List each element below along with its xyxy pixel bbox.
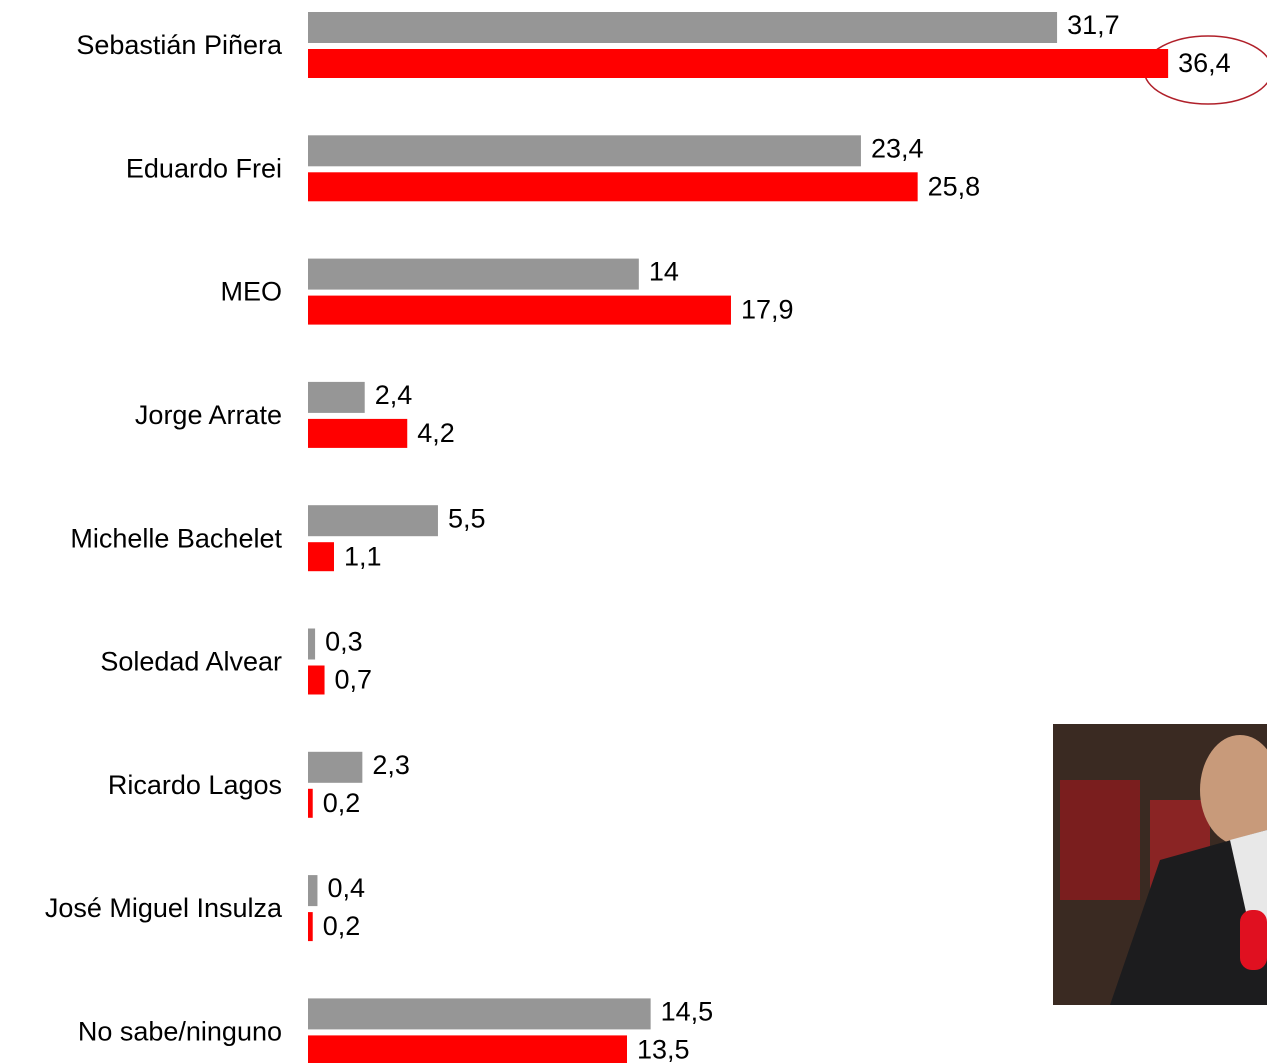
value-label: 0,3 bbox=[325, 627, 363, 657]
category-label: MEO bbox=[220, 277, 282, 307]
bar bbox=[308, 875, 318, 907]
bar bbox=[308, 135, 861, 167]
category-label: José Miguel Insulza bbox=[45, 893, 283, 923]
category-label: Sebastián Piñera bbox=[76, 30, 283, 60]
category-label: Eduardo Frei bbox=[126, 153, 282, 183]
bar bbox=[308, 258, 639, 290]
value-label: 25,8 bbox=[928, 171, 981, 201]
value-label: 14,5 bbox=[661, 997, 714, 1027]
bar bbox=[308, 1035, 628, 1063]
value-label: 13,5 bbox=[637, 1035, 690, 1063]
value-label: 0,7 bbox=[335, 665, 373, 695]
category-label: No sabe/ninguno bbox=[78, 1017, 282, 1047]
bar bbox=[308, 172, 918, 202]
category-label: Jorge Arrate bbox=[135, 400, 282, 430]
photo bbox=[1053, 724, 1267, 1005]
value-label: 0,2 bbox=[323, 788, 361, 818]
bar bbox=[308, 542, 334, 572]
value-label: 2,3 bbox=[372, 750, 410, 780]
bar bbox=[308, 912, 313, 942]
value-label: 1,1 bbox=[344, 541, 382, 571]
value-label: 23,4 bbox=[871, 133, 924, 163]
bar bbox=[308, 295, 731, 325]
bar bbox=[308, 381, 365, 413]
value-label: 0,2 bbox=[323, 911, 361, 941]
value-label: 36,4 bbox=[1178, 48, 1231, 78]
bar bbox=[308, 505, 438, 537]
category-label: Michelle Bachelet bbox=[70, 523, 282, 553]
value-label: 31,7 bbox=[1067, 10, 1120, 40]
value-label: 4,2 bbox=[417, 418, 455, 448]
bar bbox=[308, 628, 316, 660]
category-label: Ricardo Lagos bbox=[108, 770, 282, 800]
bar bbox=[308, 751, 363, 783]
value-label: 0,4 bbox=[327, 873, 365, 903]
value-label: 14 bbox=[649, 257, 679, 287]
value-label: 2,4 bbox=[375, 380, 413, 410]
bar bbox=[308, 665, 325, 695]
value-label: 17,9 bbox=[741, 295, 794, 325]
category-label: Soledad Alvear bbox=[100, 647, 282, 677]
value-label: 5,5 bbox=[448, 503, 486, 533]
bar bbox=[308, 12, 1058, 43]
bar bbox=[308, 998, 651, 1030]
bar bbox=[308, 418, 408, 448]
bar bbox=[308, 788, 313, 818]
bar bbox=[308, 49, 1169, 78]
